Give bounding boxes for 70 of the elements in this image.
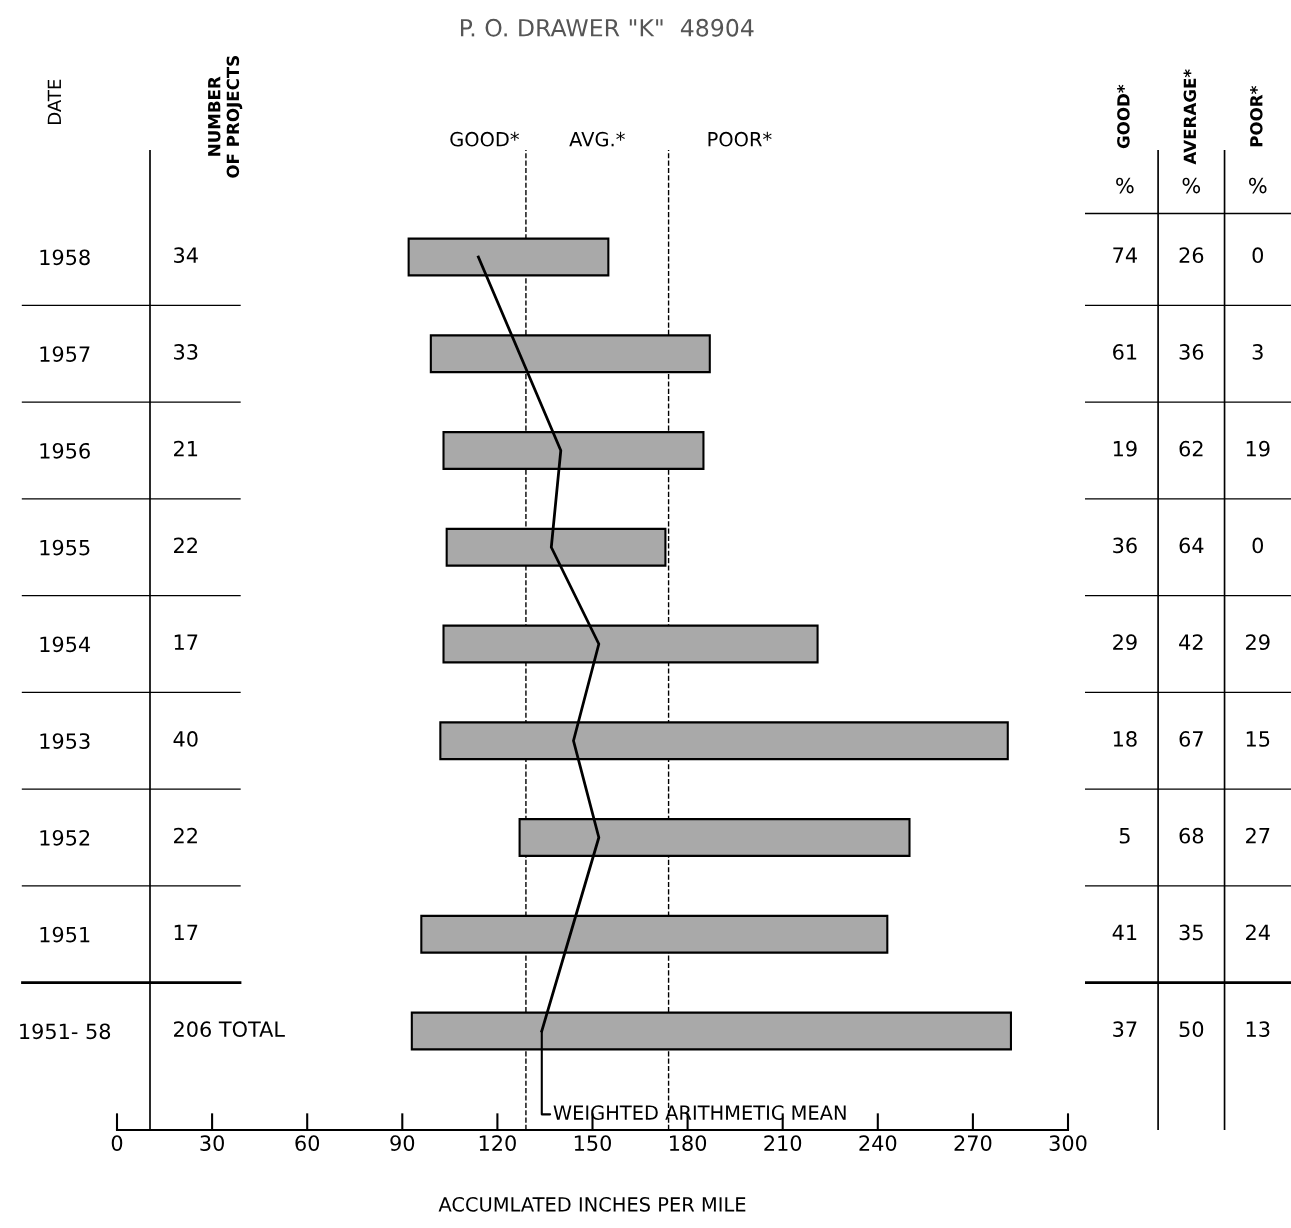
text: 50 — [1179, 1021, 1204, 1038]
y-tick-label: 1958 — [40, 249, 90, 266]
text: 41 — [1112, 924, 1137, 940]
y-axis-title: DATE — [47, 79, 61, 124]
y-tick-label: 1953 — [40, 733, 90, 749]
text: 0 — [1252, 247, 1264, 264]
text: 36 — [1113, 537, 1137, 554]
chart-title: P. O. DRAWER "K" 48904 — [460, 18, 754, 37]
x-tick-label: 90 — [390, 1135, 415, 1151]
text: 40 — [173, 731, 198, 747]
y-tick-label: 1952 — [40, 829, 90, 846]
text: 5 — [1119, 828, 1130, 844]
x-tick-label: 300 — [1049, 1135, 1087, 1151]
text: % — [1116, 177, 1134, 194]
text: 13 — [1246, 1021, 1270, 1038]
text: 26 — [1179, 247, 1204, 264]
text: 22 — [174, 827, 197, 844]
x-tick-label: 120 — [479, 1135, 516, 1151]
text: 62 — [1179, 440, 1203, 457]
x-tick-label: 210 — [764, 1135, 802, 1151]
y-tick-label: 1951- 58 — [20, 1023, 111, 1040]
text: 29 — [1113, 634, 1137, 651]
text: 27 — [1246, 827, 1270, 844]
text: GOOD* — [450, 131, 520, 147]
x-tick-label: 0 — [111, 1135, 123, 1151]
x-tick-label: 60 — [295, 1135, 320, 1151]
text: 36 — [1179, 344, 1204, 360]
annotation: WEIGHTED ARITHMETIC MEAN — [553, 1105, 846, 1120]
text: 206 TOTAL — [174, 1021, 285, 1038]
text: % — [1182, 177, 1201, 194]
y-tick-label: 1951 — [40, 926, 90, 943]
text: 22 — [174, 537, 197, 553]
category-label: AVERAGE* — [1183, 69, 1197, 165]
y-tick-label: 1954 — [40, 636, 91, 653]
category-label: NUMBER OF PROJECTS — [208, 56, 243, 178]
text: 17 — [174, 634, 198, 650]
text: POOR* — [708, 131, 772, 147]
y-tick-label: 1956 — [40, 442, 90, 459]
text: 24 — [1246, 924, 1270, 940]
text: 18 — [1113, 731, 1137, 747]
y-tick-label: 1955 — [40, 539, 90, 556]
text: 0 — [1252, 537, 1264, 554]
x-tick-label: 180 — [670, 1135, 707, 1151]
text: 74 — [1113, 247, 1137, 263]
text: 15 — [1246, 731, 1270, 747]
text: 42 — [1179, 634, 1203, 650]
text: 21 — [174, 440, 198, 457]
text: AVG.* — [569, 131, 625, 147]
x-tick-label: 30 — [200, 1135, 224, 1151]
text: 35 — [1179, 924, 1203, 941]
x-tick-label: 270 — [954, 1135, 992, 1151]
text: 33 — [174, 344, 198, 360]
category-label: GOOD* — [1117, 84, 1130, 149]
text: 67 — [1179, 731, 1203, 747]
text: 19 — [1113, 440, 1137, 457]
x-tick-label: 240 — [859, 1135, 897, 1151]
text: 34 — [174, 247, 198, 264]
text: 64 — [1179, 537, 1204, 554]
text: 3 — [1252, 344, 1263, 360]
text: % — [1249, 177, 1267, 194]
text: 29 — [1246, 634, 1270, 651]
y-tick-label: 1957 — [40, 346, 90, 362]
text: 37 — [1113, 1021, 1137, 1038]
text: 68 — [1179, 827, 1204, 844]
text: 17 — [174, 924, 198, 940]
text: 61 — [1113, 344, 1137, 360]
x-axis-title: ACCUMLATED INCHES PER MILE — [438, 1197, 746, 1212]
x-tick-label: 150 — [574, 1135, 611, 1151]
category-label: POOR* — [1250, 86, 1263, 147]
text: 19 — [1246, 440, 1270, 457]
